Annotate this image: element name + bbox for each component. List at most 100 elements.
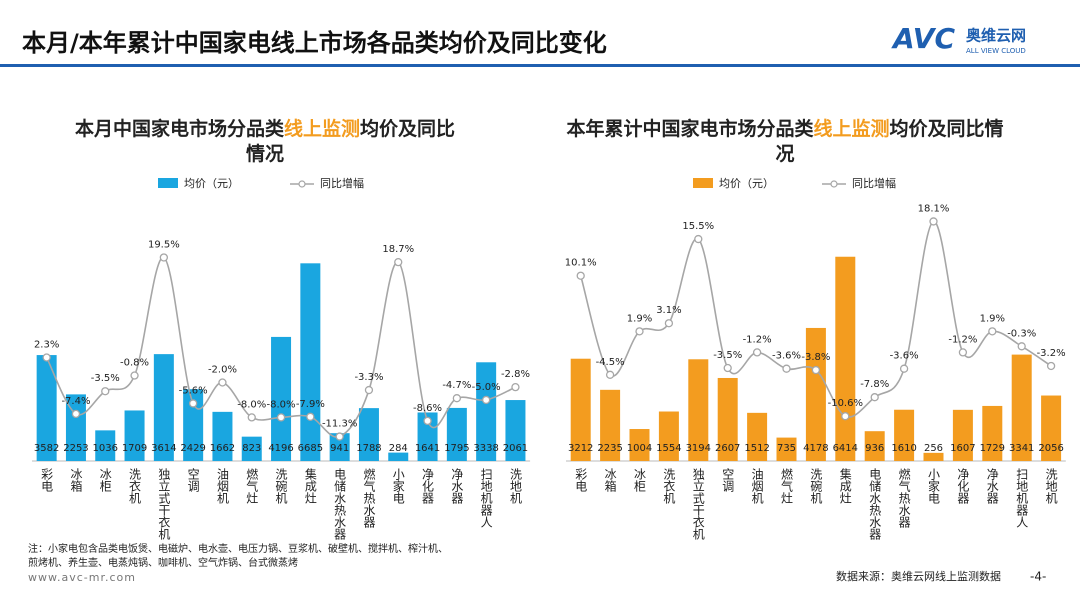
bar — [600, 389, 621, 461]
chart-title: 本月中国家电市场分品类线上监测均价及同比情况 — [70, 117, 460, 167]
header-rule — [0, 64, 1080, 67]
bar — [358, 408, 379, 461]
x-tick-label: 净化器 — [421, 468, 435, 505]
bar — [329, 433, 350, 461]
bar-value-label: 3341 — [1009, 443, 1034, 454]
bar-value-label: 4196 — [268, 443, 293, 454]
trend-marker — [811, 365, 821, 375]
trend-value-label: -8.0% — [267, 399, 296, 410]
bar — [65, 394, 86, 461]
bar — [417, 412, 438, 461]
x-tick-label: 净水器 — [985, 468, 999, 505]
bar-value-label: 1004 — [627, 443, 652, 454]
trend-value-label: -10.6% — [828, 398, 863, 409]
bar-value-label: 3194 — [686, 443, 711, 454]
bar — [894, 409, 915, 461]
trend-marker — [452, 394, 462, 403]
bar-value-label: 1610 — [891, 443, 916, 454]
bar-value-label: 2607 — [715, 443, 740, 454]
trend-value-label: -4.5% — [596, 357, 625, 368]
trend-marker — [899, 364, 909, 373]
bar — [446, 407, 467, 461]
trend-marker — [364, 385, 374, 395]
bar — [388, 452, 409, 461]
legend-label: 均价（元） — [184, 177, 239, 190]
trend-value-label: -11.3% — [322, 419, 357, 430]
page-number: -4- — [1030, 570, 1046, 584]
trend-marker — [958, 348, 968, 357]
legend-label: 均价（元） — [719, 177, 774, 190]
bar-value-label: 1554 — [656, 443, 681, 454]
x-tick-label: 油烟机 — [215, 468, 229, 504]
legend-swatch — [693, 178, 713, 188]
trend-value-label: -8.0% — [237, 399, 266, 410]
trend-value-label: -8.6% — [413, 403, 442, 414]
title-part: 本月中国家电市场分品类 — [74, 118, 284, 140]
bar — [982, 405, 1003, 461]
trend-marker — [841, 412, 850, 421]
bar — [241, 436, 262, 461]
x-tick-label: 电储水热水器 — [333, 468, 347, 541]
trend-marker — [576, 271, 585, 280]
trend-value-label: -7.8% — [860, 379, 889, 390]
legend-label: 同比增幅 — [852, 176, 896, 190]
trend-marker — [394, 257, 403, 267]
x-tick-label: 独立式干衣机 — [691, 468, 705, 540]
x-tick-label: 小家电 — [391, 468, 405, 504]
bar-value-label: 1788 — [356, 443, 381, 454]
bar-value-label: 1709 — [122, 443, 147, 454]
trend-marker — [306, 412, 315, 421]
x-tick-label: 燃气热水器 — [897, 467, 911, 529]
trend-value-label: -3.5% — [91, 373, 120, 384]
trend-marker — [635, 327, 644, 336]
bar-value-label: 3212 — [568, 443, 593, 454]
bar — [923, 452, 944, 461]
x-tick-label: 净水器 — [450, 468, 464, 505]
trend-marker — [71, 409, 81, 419]
bar-value-label: 1795 — [444, 443, 469, 454]
trend-marker — [335, 432, 344, 441]
trend-marker — [42, 353, 51, 362]
logo: AVC — [891, 22, 955, 55]
trend-value-label: -7.4% — [61, 396, 90, 407]
trend-value-label: -3.8% — [801, 352, 830, 363]
bar-value-label: 6685 — [298, 443, 323, 454]
x-tick-label: 扫地机器人 — [479, 468, 493, 528]
bar — [835, 256, 856, 461]
chart-title: 本年累计中国家电市场分品类线上监测均价及同比情况 — [565, 117, 1005, 167]
bar — [717, 377, 738, 461]
bar — [36, 355, 57, 461]
x-tick-label: 燃气灶 — [780, 467, 794, 504]
trend-marker — [605, 370, 615, 379]
bar-value-label: 4178 — [803, 443, 828, 454]
bar — [1041, 395, 1062, 461]
bar-value-label: 3582 — [34, 443, 59, 454]
trend-marker — [1046, 361, 1056, 371]
bar — [952, 409, 973, 461]
bar-value-label: 3338 — [473, 443, 498, 454]
x-tick-label: 冰柜 — [98, 468, 112, 492]
bar-value-label: 2235 — [597, 443, 622, 454]
x-tick-label: 独立式干衣机 — [157, 468, 171, 540]
trend-value-label: 1.9% — [627, 313, 652, 324]
note: 煎烤机、养生壶、电蒸炖锅、咖啡机、空气炸锅、台式微蒸烤 — [28, 556, 298, 569]
trend-value-label: -3.3% — [354, 372, 383, 383]
bar — [1011, 354, 1032, 461]
slide-title: 本月/本年累计中国家电线上市场各品类均价及同比变化 — [22, 29, 607, 57]
trend-value-label: -1.2% — [743, 334, 772, 345]
bar — [183, 389, 204, 461]
bar — [212, 411, 233, 461]
note: 注：小家电包含品类电饭煲、电磁炉、电水壶、电压力锅、豆浆机、破壁机、搅拌机、榨汁… — [28, 542, 448, 555]
bar — [688, 359, 709, 461]
title-part: 线上监测 — [283, 118, 360, 140]
trend-value-label: -0.3% — [1007, 328, 1036, 339]
x-tick-label: 净化器 — [956, 468, 970, 505]
trend-marker — [694, 234, 703, 244]
bar — [747, 412, 768, 461]
x-tick-label: 洗碗机 — [274, 468, 288, 504]
trend-value-label: -7.9% — [296, 399, 325, 410]
x-tick-label: 洗地机 — [508, 468, 522, 504]
x-tick-label: 冰箱 — [603, 468, 617, 492]
